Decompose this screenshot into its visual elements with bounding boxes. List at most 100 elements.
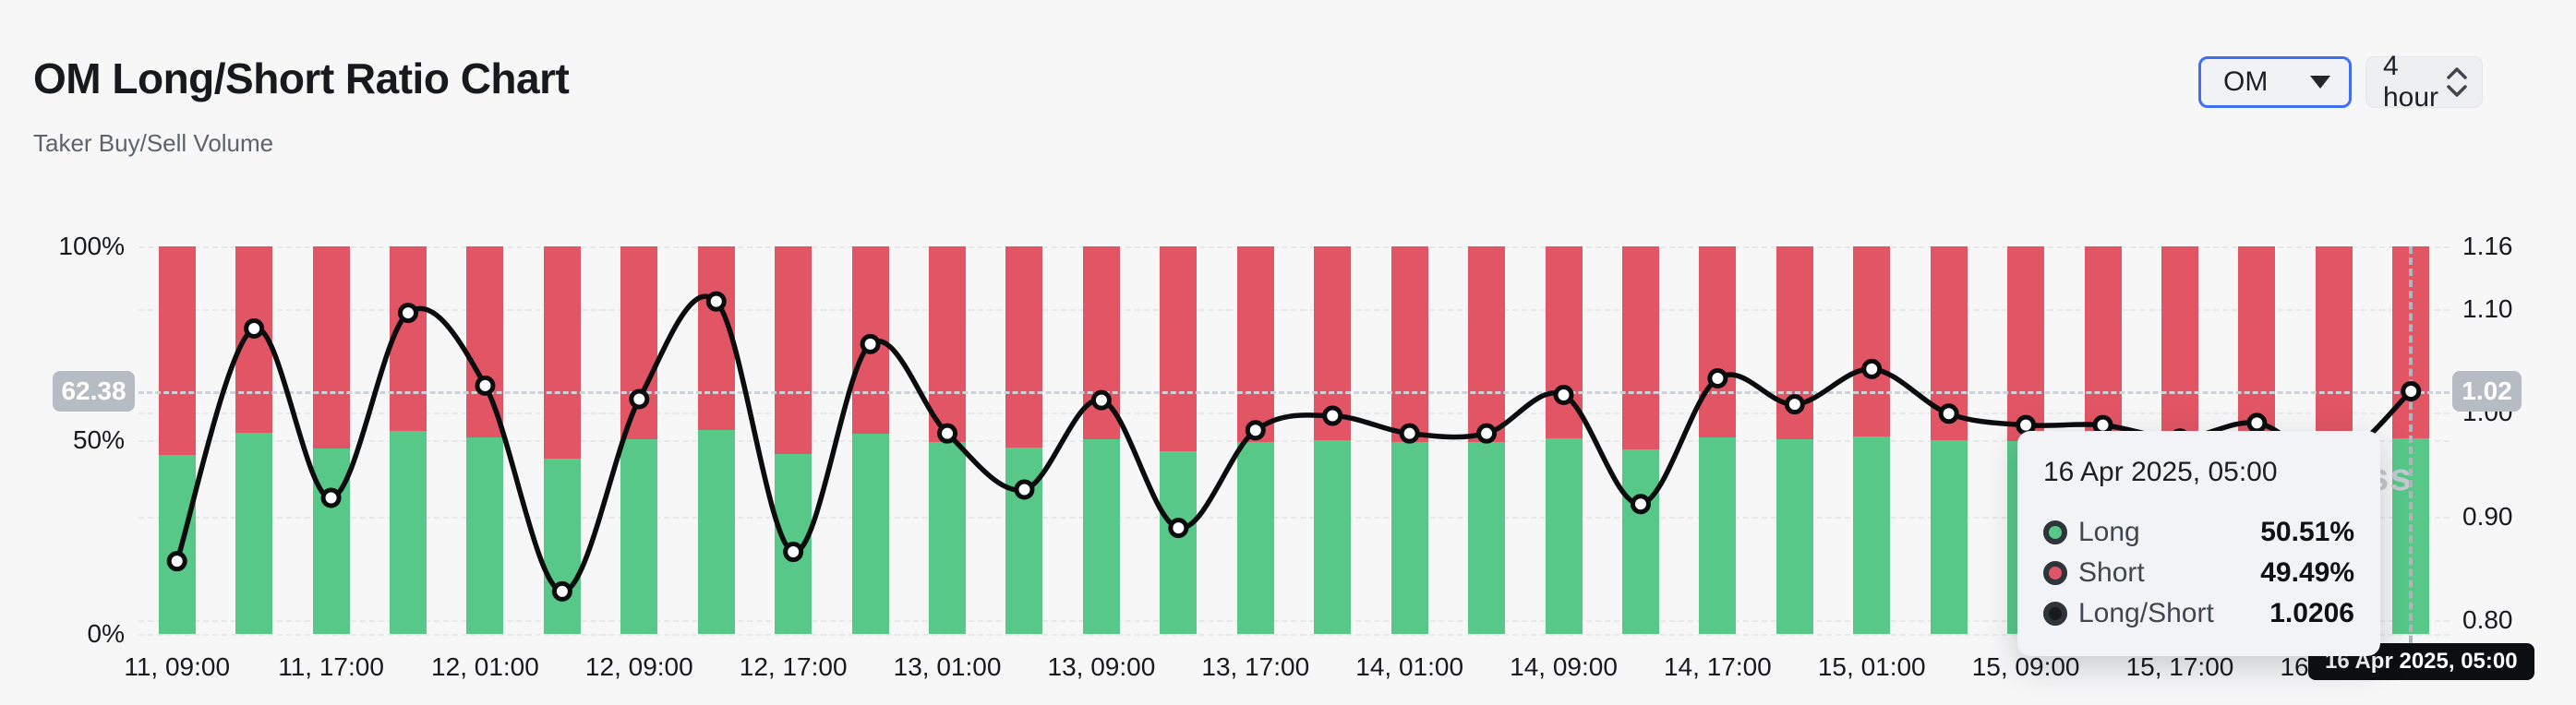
bar-column[interactable]	[1776, 246, 1813, 634]
short-bar-segment[interactable]	[1699, 246, 1737, 437]
short-bar-segment[interactable]	[312, 246, 350, 448]
bar-column[interactable]	[1390, 246, 1428, 634]
line-point[interactable]	[551, 580, 572, 602]
bar-slot[interactable]	[1217, 246, 1294, 634]
short-bar-segment[interactable]	[1468, 246, 1506, 443]
bar-slot[interactable]	[1063, 246, 1139, 634]
short-bar-segment[interactable]	[1160, 246, 1198, 452]
line-point[interactable]	[1090, 389, 1112, 411]
line-point[interactable]	[475, 375, 496, 396]
line-point[interactable]	[1938, 403, 1959, 424]
bar-slot[interactable]	[447, 246, 524, 634]
long-bar-segment[interactable]	[158, 455, 196, 634]
bar-column[interactable]	[929, 246, 967, 634]
line-point[interactable]	[860, 333, 881, 354]
long-bar-segment[interactable]	[1390, 442, 1428, 634]
short-bar-segment[interactable]	[2315, 246, 2353, 445]
bar-slot[interactable]	[1756, 246, 1833, 634]
long-bar-segment[interactable]	[1930, 440, 1968, 634]
line-point[interactable]	[783, 542, 804, 563]
bar-slot[interactable]	[1140, 246, 1217, 634]
bar-column[interactable]	[466, 246, 504, 634]
long-bar-segment[interactable]	[1776, 439, 1813, 634]
line-point[interactable]	[1245, 420, 1266, 441]
bar-column[interactable]	[620, 246, 658, 634]
short-bar-segment[interactable]	[390, 246, 427, 432]
short-bar-segment[interactable]	[1005, 246, 1043, 448]
long-bar-segment[interactable]	[1545, 438, 1583, 634]
line-point[interactable]	[1322, 405, 1343, 426]
bar-slot[interactable]	[293, 246, 369, 634]
bar-column[interactable]	[1236, 246, 1274, 634]
long-bar-segment[interactable]	[929, 442, 967, 634]
bar-slot[interactable]	[369, 246, 446, 634]
line-point[interactable]	[1553, 385, 1574, 406]
long-bar-segment[interactable]	[697, 430, 735, 634]
short-bar-segment[interactable]	[543, 246, 581, 459]
short-bar-segment[interactable]	[466, 246, 504, 438]
long-bar-segment[interactable]	[1468, 442, 1506, 634]
short-bar-segment[interactable]	[2161, 246, 2198, 443]
long-bar-segment[interactable]	[851, 434, 889, 634]
long-bar-segment[interactable]	[1853, 436, 1891, 634]
line-point[interactable]	[244, 317, 265, 339]
bar-column[interactable]	[543, 246, 581, 634]
long-bar-segment[interactable]	[235, 432, 273, 634]
bar-column[interactable]	[312, 246, 350, 634]
bar-slot[interactable]	[1371, 246, 1448, 634]
line-point[interactable]	[1476, 423, 1498, 444]
bar-slot[interactable]	[909, 246, 985, 634]
short-bar-segment[interactable]	[2007, 246, 2045, 442]
bar-slot[interactable]	[1679, 246, 1756, 634]
bar-column[interactable]	[1853, 246, 1891, 634]
line-point[interactable]	[398, 303, 419, 324]
bar-slot[interactable]	[1602, 246, 1679, 634]
line-point[interactable]	[2401, 380, 2422, 401]
line-point[interactable]	[705, 291, 727, 312]
short-bar-segment[interactable]	[158, 246, 196, 456]
long-bar-segment[interactable]	[466, 437, 504, 634]
long-bar-segment[interactable]	[543, 458, 581, 634]
short-bar-segment[interactable]	[1236, 246, 1274, 442]
short-bar-segment[interactable]	[775, 246, 813, 455]
bar-slot[interactable]	[601, 246, 678, 634]
line-point[interactable]	[937, 423, 958, 444]
line-point[interactable]	[1784, 394, 1805, 415]
long-bar-segment[interactable]	[390, 431, 427, 634]
bar-column[interactable]	[1468, 246, 1506, 634]
bar-slot[interactable]	[1448, 246, 1524, 634]
line-point[interactable]	[320, 487, 342, 508]
bar-slot[interactable]	[1834, 246, 1910, 634]
short-bar-segment[interactable]	[1390, 246, 1428, 443]
bar-slot[interactable]	[678, 246, 754, 634]
long-bar-segment[interactable]	[1621, 448, 1659, 634]
short-bar-segment[interactable]	[1621, 246, 1659, 449]
long-bar-segment[interactable]	[1160, 451, 1198, 634]
short-bar-segment[interactable]	[697, 246, 735, 431]
bar-column[interactable]	[1160, 246, 1198, 634]
line-point[interactable]	[629, 388, 650, 410]
short-bar-segment[interactable]	[2238, 246, 2276, 442]
interval-select[interactable]: 4 hour	[2365, 51, 2483, 113]
bar-slot[interactable]	[138, 246, 215, 634]
bar-column[interactable]	[1699, 246, 1737, 634]
line-point[interactable]	[1630, 494, 1651, 515]
line-point[interactable]	[1014, 479, 1035, 500]
bar-column[interactable]	[1621, 246, 1659, 634]
long-bar-segment[interactable]	[1314, 440, 1352, 634]
bar-column[interactable]	[697, 246, 735, 634]
short-bar-segment[interactable]	[1853, 246, 1891, 436]
long-bar-segment[interactable]	[1699, 436, 1737, 634]
bar-column[interactable]	[158, 246, 196, 634]
line-point[interactable]	[1399, 423, 1420, 444]
line-point[interactable]	[1861, 358, 1883, 379]
short-bar-segment[interactable]	[2084, 246, 2122, 442]
bar-column[interactable]	[390, 246, 427, 634]
long-bar-segment[interactable]	[312, 448, 350, 634]
line-point[interactable]	[1168, 518, 1189, 539]
bar-column[interactable]	[1082, 246, 1120, 634]
line-point[interactable]	[1707, 368, 1728, 389]
long-bar-segment[interactable]	[1236, 441, 1274, 634]
short-bar-segment[interactable]	[929, 246, 967, 443]
line-point[interactable]	[166, 551, 187, 572]
